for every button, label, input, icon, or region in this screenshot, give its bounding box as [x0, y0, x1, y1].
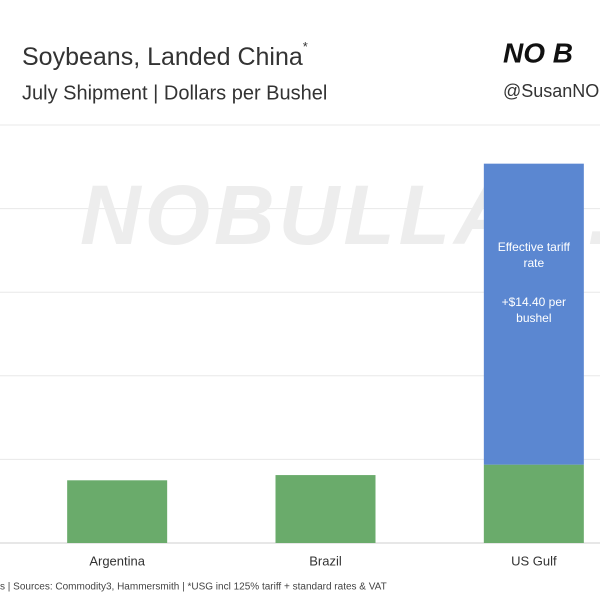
footer: s | Sources: Commodity3, Hammersmith | *… [0, 582, 387, 593]
bar-segment [275, 475, 376, 543]
handle: @SusanNOB [503, 81, 600, 101]
x-tick-label: US Gulf [511, 553, 557, 568]
annotation: Effective tariff rate [497, 239, 570, 270]
bar-segment [67, 480, 168, 543]
subtitle: July Shipment | Dollars per Bushel [22, 82, 327, 104]
value-label: +$14.40 per bushel [501, 294, 567, 325]
x-tick-label: Argentina [89, 553, 145, 568]
title-mark: * [303, 39, 308, 54]
chart-title: Soybeans, Landed China* [22, 39, 308, 70]
brand: NO B [503, 37, 573, 68]
x-tick-label: Brazil [309, 553, 342, 568]
bar-segment [483, 163, 584, 465]
bar-segment [483, 464, 584, 543]
title-text: Soybeans, Landed China [22, 43, 303, 71]
